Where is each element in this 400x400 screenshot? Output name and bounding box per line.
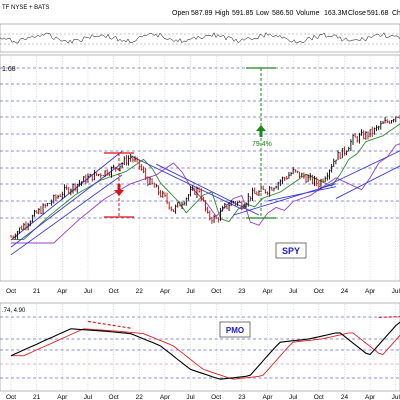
trend-channel-line	[10, 174, 123, 256]
x-tick-label-bottom: 24	[341, 394, 349, 400]
x-tick-label: Apr	[365, 288, 376, 295]
price-grid	[0, 56, 400, 280]
open-label: Open	[172, 10, 189, 17]
x-axis	[0, 283, 400, 297]
pmo-values-label: .74, 4.90	[2, 308, 26, 314]
x-tick-label: Apr	[160, 288, 171, 295]
x-tick-label-bottom: Oct	[314, 394, 324, 400]
close-value: 591.68	[367, 10, 389, 17]
pmo-line	[10, 321, 400, 380]
x-tick-label-bottom: Jul	[84, 394, 93, 400]
symbol-label: SPY	[282, 246, 300, 256]
x-tick-label-bottom: Jul	[289, 394, 298, 400]
x-tick-label: Jul	[84, 288, 93, 295]
x-tick-label-bottom: Apr	[365, 394, 376, 400]
top-indicator	[0, 32, 400, 45]
trend-channel-line	[318, 150, 400, 191]
x-tick-label-bottom: Jul	[392, 394, 400, 400]
top-indicator-panel	[0, 23, 400, 53]
x-tick-label: 22	[136, 288, 144, 295]
x-tick-label-bottom: 21	[33, 394, 41, 400]
pmo-grid	[0, 304, 400, 390]
pmo-lines	[10, 315, 400, 380]
x-tick-label: Jul	[289, 288, 298, 295]
trend-channel-line	[233, 183, 337, 216]
high-value: 591.85	[232, 10, 254, 17]
x-axis-ticks: Oct 21 Apr Jul Oct 22 Apr Jul Oct 23 Apr Jul Oct 24 Ap…	[6, 288, 400, 295]
drop-arrow	[104, 152, 134, 218]
symbol-box	[275, 242, 307, 259]
low-value: 586.50	[272, 10, 294, 17]
x-tick-label-bottom: Apr	[160, 394, 171, 400]
x-tick-label: Apr	[262, 288, 273, 295]
volume-label: Volume	[296, 10, 319, 17]
x-tick-label: Oct	[6, 288, 16, 295]
x-tick-label-bottom: Oct	[109, 394, 119, 400]
pmo-signal-line	[11, 328, 400, 380]
high-label: High	[215, 10, 230, 17]
x-tick-label: Jul	[392, 288, 400, 295]
pmo-divergence-line	[378, 315, 400, 318]
x-tick-label: 24	[341, 288, 349, 295]
x-tick-label-bottom: 22	[136, 394, 144, 400]
pmo-name-box	[219, 321, 251, 338]
header-bar	[0, 0, 400, 24]
x-tick-label: Oct	[109, 288, 119, 295]
trend-channel-line	[10, 150, 123, 241]
close-label: Close	[348, 10, 366, 17]
pmo-panel	[0, 302, 400, 392]
x-tick-label-bottom: 23	[238, 394, 246, 400]
pmo-name-label: PMO	[226, 326, 244, 335]
exchange-label: TF NYSE + BATS	[2, 5, 49, 11]
x-tick-label: Jul	[186, 288, 195, 295]
x-tick-label: 23	[238, 288, 246, 295]
price-bars	[10, 115, 400, 240]
trend-channel-line	[267, 186, 336, 202]
level-label: 1.68	[2, 66, 16, 73]
open-value: 587.89	[191, 10, 213, 17]
x-tick-label-bottom: Jul	[186, 394, 195, 400]
trend-channel-line	[10, 162, 123, 248]
x-tick-label: Oct	[211, 288, 221, 295]
x-tick-label-bottom: Apr	[57, 394, 68, 400]
x-axis-ticks-bottom: Oct 21 Apr Jul Oct 22 Apr Jul Oct 23 Apr Jul Oct 24 Ap…	[6, 394, 400, 400]
x-tick-label-bottom: Oct	[6, 394, 16, 400]
top-indicator-line	[0, 32, 400, 44]
x-tick-label: Oct	[314, 288, 324, 295]
pmo-divergence-line	[87, 320, 131, 329]
x-tick-label: Apr	[57, 288, 68, 295]
gain-label: 79.4%	[252, 141, 272, 148]
x-tick-label: 21	[33, 288, 41, 295]
volume-value: 163.3M	[324, 10, 348, 17]
x-tick-label-bottom: Apr	[262, 394, 273, 400]
x-tick-label-bottom: Oct	[211, 394, 221, 400]
close-short: Ch	[392, 10, 400, 17]
ma-slow-line	[11, 143, 400, 244]
gain-arrow	[246, 67, 276, 219]
low-label: Low	[256, 10, 270, 17]
trend-channel-line	[130, 155, 243, 210]
trend-channel-line	[335, 165, 400, 199]
